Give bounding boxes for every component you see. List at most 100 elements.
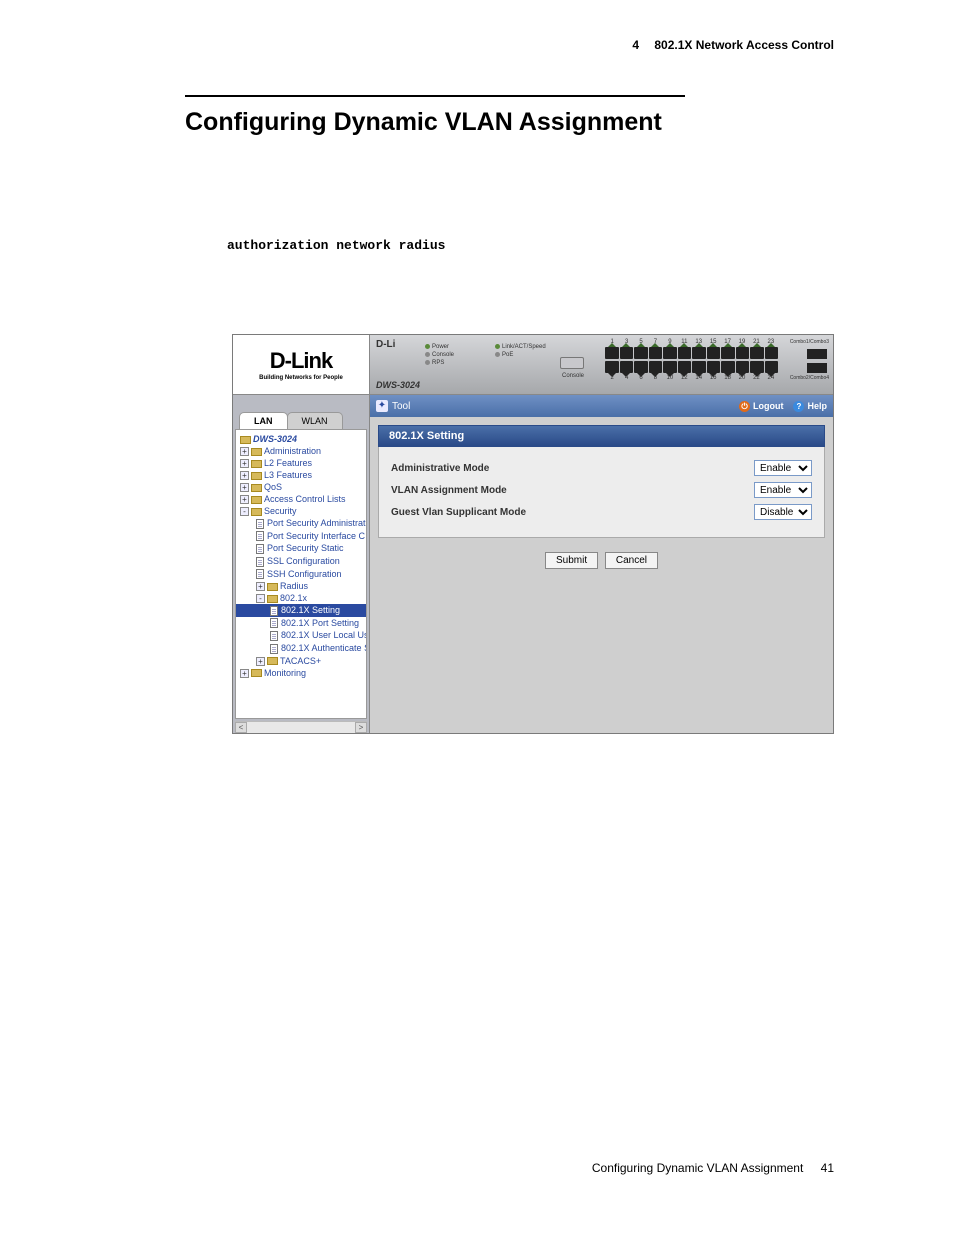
folder-icon [267, 583, 278, 591]
expand-icon[interactable]: - [240, 507, 249, 516]
tree-item[interactable]: + TACACS+ [236, 655, 366, 667]
field-select[interactable]: EnableDisable [754, 504, 812, 520]
folder-icon [251, 496, 262, 504]
tree-item[interactable]: Port Security Administrat [236, 517, 366, 530]
scroll-left-icon[interactable]: < [235, 722, 247, 733]
port[interactable] [750, 347, 764, 359]
field-row: Guest Vlan Supplicant ModeEnableDisable [391, 501, 812, 523]
tree-item-label: Port Security Administrat [267, 518, 366, 528]
tree-item[interactable]: +L2 Features [236, 457, 366, 469]
port[interactable] [707, 347, 721, 359]
field-label: Administrative Mode [391, 463, 489, 474]
expand-icon[interactable]: + [240, 483, 249, 492]
tree-item-label: L3 Features [264, 470, 312, 480]
tree-item[interactable]: SSL Configuration [236, 555, 366, 568]
content: ✦ Tool ⏻ Logout ? Help 802.1X Setting [370, 395, 833, 733]
tree-item[interactable]: +Access Control Lists [236, 493, 366, 505]
tree-item-label: TACACS+ [280, 656, 321, 666]
port[interactable] [692, 347, 706, 359]
tree-item[interactable]: -802.1x [236, 592, 366, 604]
tree-item[interactable]: 802.1X Authenticate S [236, 642, 366, 655]
port[interactable] [750, 361, 764, 373]
tree-item-label: Port Security Interface C [267, 531, 365, 541]
sidebar: LAN WLAN DWS-3024 + Administration+L2 Feat… [233, 395, 370, 733]
scroll-right-icon[interactable]: > [355, 722, 367, 733]
expand-icon[interactable]: + [240, 471, 249, 480]
tree-item-label: Administration [264, 446, 321, 456]
port[interactable] [649, 361, 663, 373]
tree-item[interactable]: SSH Configuration [236, 568, 366, 581]
tool-icon[interactable]: ✦ [376, 400, 388, 412]
field-row: Administrative Mode EnableDisable [391, 457, 812, 479]
port[interactable] [649, 347, 663, 359]
tree-item[interactable]: + L3 Features [236, 469, 366, 481]
tree-item[interactable]: 802.1X Port Setting [236, 617, 366, 630]
toolbar-right: ⏻ Logout ? Help [739, 401, 827, 412]
port[interactable] [678, 347, 692, 359]
folder-icon [251, 484, 262, 492]
tree-item[interactable]: 802.1X Setting [236, 604, 366, 617]
port[interactable] [634, 361, 648, 373]
expand-icon[interactable]: + [240, 447, 249, 456]
logo-tagline: Building Networks for People [259, 375, 343, 381]
field-label: VLAN Assignment Mode [391, 485, 507, 496]
tree-item-label: 802.1X User Local Use [281, 630, 367, 640]
port[interactable] [736, 361, 750, 373]
help-button[interactable]: ? Help [793, 401, 827, 412]
tree-item[interactable]: + QoS [236, 481, 366, 493]
tree-root[interactable]: DWS-3024 [236, 433, 366, 445]
tab-lan[interactable]: LAN [239, 412, 288, 429]
tree-item[interactable]: Port Security Interface C [236, 530, 366, 543]
tree-item-label: SSH Configuration [267, 569, 342, 579]
tree-item-label: Security [264, 506, 297, 516]
tab-wlan[interactable]: WLAN [287, 412, 343, 429]
tree-item[interactable]: 802.1X User Local Use [236, 629, 366, 642]
nav-tree[interactable]: DWS-3024+Administration+L2 Features+L3 F… [235, 429, 367, 719]
field-select[interactable]: EnableDisable [754, 482, 812, 498]
port[interactable] [605, 347, 619, 359]
submit-button[interactable]: Submit [545, 552, 598, 569]
tree-item-label: QoS [264, 482, 282, 492]
tool-label[interactable]: Tool [392, 401, 410, 412]
port[interactable] [721, 361, 735, 373]
port[interactable] [692, 361, 706, 373]
page-icon [270, 618, 278, 628]
cancel-button[interactable]: Cancel [605, 552, 658, 569]
logout-button[interactable]: ⏻ Logout [739, 401, 784, 412]
port[interactable] [663, 361, 677, 373]
port[interactable] [678, 361, 692, 373]
port[interactable] [634, 347, 648, 359]
expand-icon[interactable]: + [256, 582, 265, 591]
logout-icon: ⏻ [739, 401, 750, 412]
port[interactable] [736, 347, 750, 359]
port[interactable] [620, 361, 634, 373]
folder-icon [251, 508, 262, 516]
tree-item[interactable]: + Monitoring [236, 667, 366, 679]
tree-item[interactable]: +Radius [236, 580, 366, 592]
page-icon [270, 631, 278, 641]
ports-row1 [605, 347, 778, 359]
expand-icon[interactable]: + [240, 669, 249, 678]
tree-item-label: Monitoring [264, 668, 306, 678]
console-icon [560, 357, 584, 369]
expand-icon[interactable]: + [256, 657, 265, 666]
port[interactable] [663, 347, 677, 359]
device-panel: D-Li Power Console RPS Link/ACT/Speed Po… [370, 335, 833, 394]
port[interactable] [707, 361, 721, 373]
tree-item-label: SSL Configuration [267, 556, 340, 566]
port[interactable] [765, 361, 779, 373]
scrollbar[interactable]: < > [235, 721, 367, 733]
port[interactable] [620, 347, 634, 359]
tree-item-label: 802.1X Port Setting [281, 618, 359, 628]
tree-item[interactable]: + Administration [236, 445, 366, 457]
port[interactable] [721, 347, 735, 359]
expand-icon[interactable]: + [240, 459, 249, 468]
port[interactable] [765, 347, 779, 359]
tree-item[interactable]: Port Security Static [236, 542, 366, 555]
expand-icon[interactable]: - [256, 594, 265, 603]
field-select[interactable]: EnableDisable [754, 460, 812, 476]
port-numbers-bottom: 24681012141618202224 [605, 375, 778, 381]
port[interactable] [605, 361, 619, 373]
tree-item[interactable]: - Security [236, 505, 366, 517]
expand-icon[interactable]: + [240, 495, 249, 504]
